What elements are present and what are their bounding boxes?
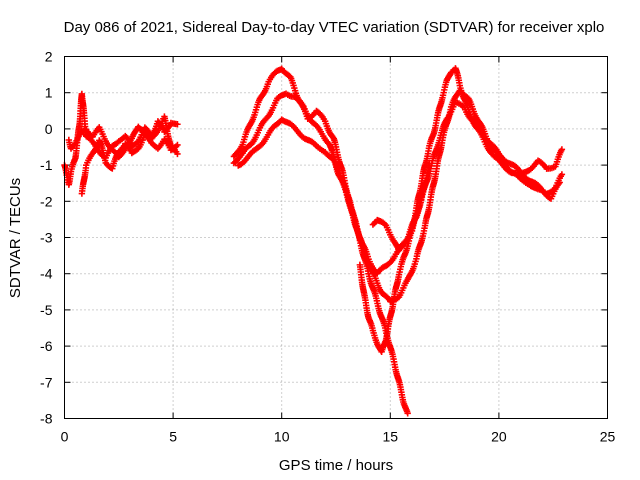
x-tick-label: 20 xyxy=(491,429,507,445)
data-point xyxy=(556,179,563,186)
y-tick-label: 2 xyxy=(45,49,53,65)
y-tick-label: -4 xyxy=(40,266,53,282)
data-point-fill xyxy=(555,180,562,187)
series-track-7 xyxy=(356,65,566,356)
y-tick-label: -2 xyxy=(40,193,53,209)
series-track-8 xyxy=(369,160,433,254)
x-tick-label: 5 xyxy=(169,429,177,445)
y-tick-label: 0 xyxy=(45,121,53,137)
data-point xyxy=(426,160,433,167)
y-tick-label: -5 xyxy=(40,302,53,318)
x-tick-labels: 0 5 10 15 20 25 xyxy=(61,429,616,445)
y-tick-label: -7 xyxy=(40,374,53,390)
y-tick-label: -8 xyxy=(40,411,53,427)
data-points xyxy=(61,65,566,417)
y-tick-label: -3 xyxy=(40,230,53,246)
y-axis-label: SDTVAR / TECUs xyxy=(7,178,24,298)
axis-ticks xyxy=(64,56,608,419)
y-tick-label: 1 xyxy=(45,85,53,101)
data-point xyxy=(174,150,181,158)
data-point xyxy=(558,146,566,153)
series-track-4 xyxy=(230,65,411,417)
y-tick-label: -1 xyxy=(40,157,53,173)
x-tick-label: 0 xyxy=(61,429,69,445)
data-point xyxy=(558,171,566,178)
data-point xyxy=(174,141,181,149)
chart-title: Day 086 of 2021, Sidereal Day-to-day VTE… xyxy=(64,19,605,36)
x-tick-label: 15 xyxy=(383,429,399,445)
x-tick-label: 25 xyxy=(600,429,616,445)
data-point xyxy=(404,410,411,417)
x-axis-label: GPS time / hours xyxy=(279,457,393,474)
data-point xyxy=(174,121,181,128)
series-track-2 xyxy=(78,131,181,197)
y-tick-label: -6 xyxy=(40,338,53,354)
series-track-3 xyxy=(65,113,181,161)
x-tick-label: 10 xyxy=(274,429,290,445)
plot-frame xyxy=(64,56,608,419)
y-tick-labels: -8 -7 -6 -5 -4 -3 -2 -1 0 1 2 xyxy=(40,49,53,427)
grid-lines xyxy=(64,56,608,419)
